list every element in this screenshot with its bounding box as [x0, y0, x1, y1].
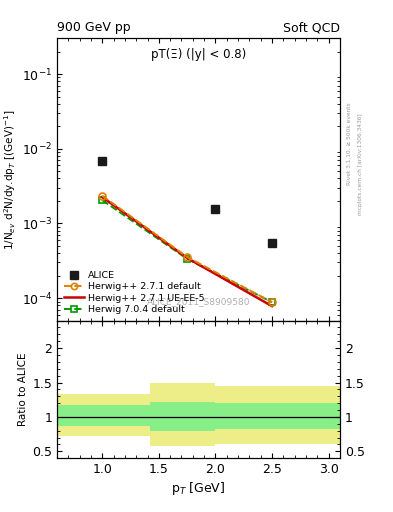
- Text: Soft QCD: Soft QCD: [283, 21, 340, 34]
- Text: Rivet 3.1.10, ≥ 500k events: Rivet 3.1.10, ≥ 500k events: [347, 102, 352, 185]
- Y-axis label: Ratio to ALICE: Ratio to ALICE: [18, 353, 28, 426]
- Text: pT(Ξ) (|y| < 0.8): pT(Ξ) (|y| < 0.8): [151, 48, 246, 61]
- Text: 900 GeV pp: 900 GeV pp: [57, 21, 130, 34]
- Legend: ALICE, Herwig++ 2.7.1 default, Herwig++ 2.7.1 UE-EE-5, Herwig 7.0.4 default: ALICE, Herwig++ 2.7.1 default, Herwig++ …: [62, 269, 207, 316]
- X-axis label: p$_{T}$ [GeV]: p$_{T}$ [GeV]: [171, 480, 226, 497]
- Text: ALICE_2011_S8909580: ALICE_2011_S8909580: [147, 297, 250, 307]
- Y-axis label: 1/N$_{ev}$ d$^{2}$N/dy.dp$_{T}$ [(GeV)$^{-1}$]: 1/N$_{ev}$ d$^{2}$N/dy.dp$_{T}$ [(GeV)$^…: [2, 109, 18, 250]
- Text: mcplots.cern.ch [arXiv:1306.3436]: mcplots.cern.ch [arXiv:1306.3436]: [358, 113, 363, 215]
